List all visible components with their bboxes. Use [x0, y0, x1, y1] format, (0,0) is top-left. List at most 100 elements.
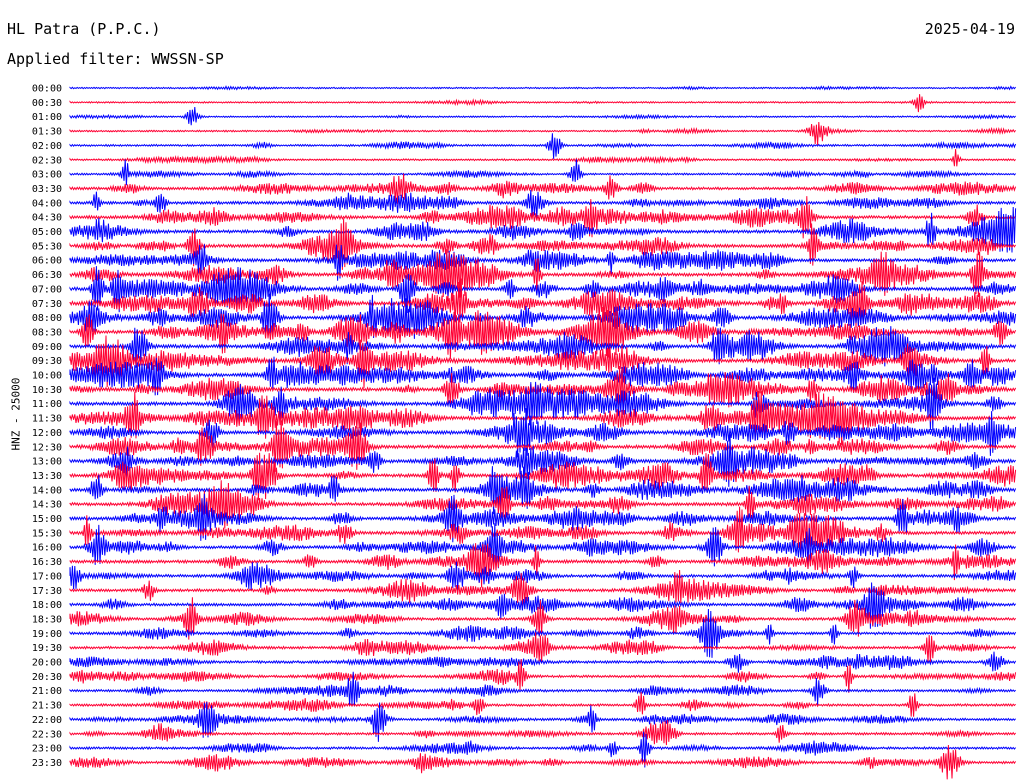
row-time-label: 06:00 — [32, 256, 62, 267]
seismic-trace-1000 — [69, 356, 1017, 396]
row-time-label: 23:00 — [32, 744, 62, 755]
row-time-label: 07:30 — [32, 299, 62, 310]
seismic-trace-0300 — [69, 159, 1016, 186]
seismic-trace-1200 — [69, 408, 1017, 458]
seismic-trace-1900 — [69, 608, 1017, 658]
seismic-trace-2330 — [69, 744, 1017, 780]
seismic-trace-0830 — [69, 306, 1017, 360]
seismic-trace-1730 — [69, 569, 1017, 607]
seismic-trace-1530 — [69, 506, 1017, 554]
row-time-label: 20:00 — [32, 658, 62, 669]
seismic-trace-0000 — [69, 85, 1016, 91]
seismic-trace-1600 — [69, 523, 1017, 569]
seismic-trace-1030 — [69, 365, 1017, 408]
seismic-trace-1100 — [69, 377, 1017, 431]
seismic-trace-0930 — [69, 335, 1017, 388]
seismic-trace-0630 — [69, 249, 1017, 302]
seismic-trace-1330 — [69, 452, 1017, 501]
row-time-label: 10:00 — [32, 371, 62, 382]
row-time-label: 11:00 — [32, 399, 62, 410]
seismic-trace-0900 — [69, 326, 1017, 368]
row-time-label: 21:30 — [32, 701, 62, 712]
station-title: HL Patra (P.P.C.) — [7, 20, 161, 38]
seismic-trace-0230 — [69, 148, 1016, 167]
filter-label: Applied filter: WWSSN-SP — [7, 50, 224, 68]
seismic-trace-2230 — [69, 719, 1016, 746]
seismic-trace-1230 — [69, 420, 1017, 472]
seismic-trace-1800 — [69, 582, 1016, 629]
row-time-label: 09:00 — [32, 342, 62, 353]
row-time-label: 12:00 — [32, 428, 62, 439]
seismic-trace-2000 — [69, 651, 1017, 673]
row-time-label: 15:30 — [32, 528, 62, 539]
row-time-label: 01:30 — [32, 127, 62, 138]
row-time-label: 06:30 — [32, 270, 62, 281]
seismic-trace-0600 — [69, 244, 1017, 281]
row-time-label: 02:00 — [32, 141, 62, 152]
seismic-trace-0800 — [69, 293, 1017, 339]
seismic-trace-0400 — [69, 189, 1017, 218]
row-time-label: 18:00 — [32, 600, 62, 611]
seismic-trace-0130 — [69, 121, 1016, 146]
row-time-label: 01:00 — [32, 112, 62, 123]
row-time-label: 04:00 — [32, 198, 62, 209]
row-time-label: 14:30 — [32, 500, 62, 511]
seismic-trace-2030 — [69, 659, 1017, 693]
seismic-trace-1130 — [69, 390, 1017, 445]
seismic-trace-1500 — [69, 493, 1017, 543]
row-time-label: 07:00 — [32, 284, 62, 295]
seismic-trace-0530 — [69, 218, 1017, 272]
seismic-trace-0100 — [69, 106, 1016, 126]
seismic-trace-0700 — [69, 266, 1017, 314]
row-time-label: 15:00 — [32, 514, 62, 525]
row-time-label: 19:00 — [32, 629, 62, 640]
row-time-label: 20:30 — [32, 672, 62, 683]
row-time-label: 08:00 — [32, 313, 62, 324]
row-time-label: 09:30 — [32, 356, 62, 367]
row-time-label: 18:30 — [32, 614, 62, 625]
row-time-label: 23:30 — [32, 758, 62, 769]
row-time-label: 03:30 — [32, 184, 62, 195]
row-time-label: 04:30 — [32, 213, 62, 224]
seismic-trace-0200 — [69, 133, 1017, 159]
row-time-label: 05:30 — [32, 241, 62, 252]
seismic-trace-2300 — [69, 731, 1016, 768]
row-time-label: 03:00 — [32, 170, 62, 181]
seismic-trace-1830 — [69, 597, 1017, 640]
seismic-trace-2130 — [69, 692, 1016, 717]
seismic-trace-1930 — [69, 632, 1017, 664]
row-time-label: 22:00 — [32, 715, 62, 726]
row-time-label: 11:30 — [32, 414, 62, 425]
row-time-label: 10:30 — [32, 385, 62, 396]
row-time-label: 17:30 — [32, 586, 62, 597]
seismic-trace-2200 — [69, 701, 1016, 742]
row-time-label: 22:30 — [32, 729, 62, 740]
row-time-label: 00:30 — [32, 98, 62, 109]
seismic-trace-1700 — [69, 561, 1017, 591]
row-time-label: 02:30 — [32, 155, 62, 166]
row-time-label: 14:00 — [32, 485, 62, 496]
seismic-trace-0500 — [69, 206, 1017, 253]
row-time-label: 13:30 — [32, 471, 62, 482]
row-time-label: 12:30 — [32, 442, 62, 453]
row-time-label: 08:30 — [32, 327, 62, 338]
seismic-trace-1630 — [69, 543, 1017, 588]
row-time-label: 13:00 — [32, 457, 62, 468]
seismic-trace-0730 — [69, 278, 1017, 328]
row-time-label: 16:00 — [32, 543, 62, 554]
row-time-label: 21:00 — [32, 686, 62, 697]
seismic-trace-2100 — [69, 671, 1016, 707]
row-time-label: 17:00 — [32, 571, 62, 582]
seismic-trace-1300 — [69, 434, 1017, 487]
row-time-label: 16:30 — [32, 557, 62, 568]
seismic-trace-1430 — [69, 480, 1017, 529]
seismic-trace-0330 — [69, 173, 1017, 205]
seismic-trace-0430 — [69, 196, 1017, 239]
row-time-label: 19:30 — [32, 643, 62, 654]
seismic-trace-1400 — [69, 466, 1017, 515]
date-label: 2025-04-19 — [924, 20, 1015, 38]
row-time-label: 05:00 — [32, 227, 62, 238]
row-time-label: 00:00 — [32, 84, 62, 95]
seismic-trace-0030 — [69, 94, 1016, 113]
